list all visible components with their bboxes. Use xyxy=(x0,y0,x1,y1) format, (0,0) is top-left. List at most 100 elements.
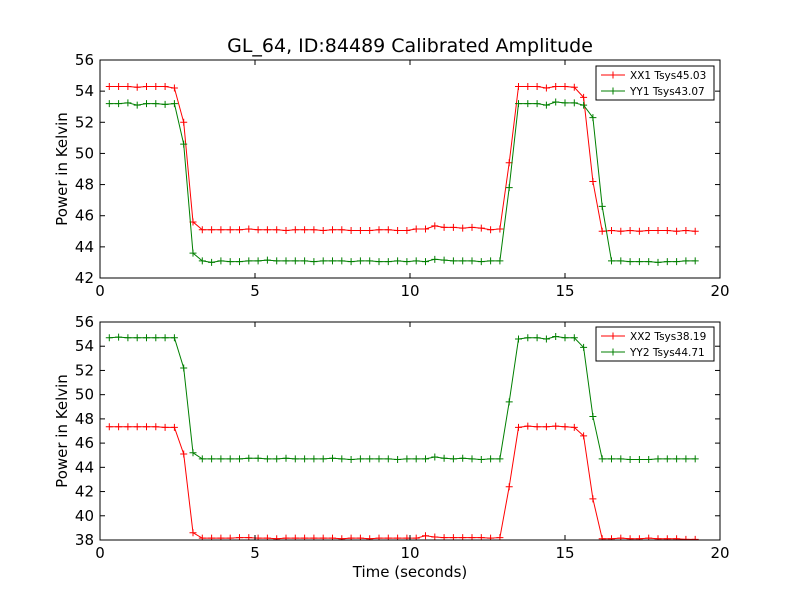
data-point xyxy=(152,82,160,90)
legend: XX1 Tsys45.03 YY1 Tsys43.07 xyxy=(595,65,715,101)
data-point xyxy=(440,223,448,231)
data-point xyxy=(143,100,150,108)
data-point xyxy=(282,227,290,235)
data-point xyxy=(254,257,262,265)
data-point xyxy=(115,333,123,341)
data-point xyxy=(515,423,522,431)
data-point xyxy=(431,255,439,263)
data-point xyxy=(561,423,569,431)
data-point xyxy=(319,534,327,540)
data-point xyxy=(468,223,476,231)
data-point xyxy=(626,227,634,235)
data-point xyxy=(208,455,216,463)
data-point xyxy=(673,535,681,540)
data-point xyxy=(115,100,123,108)
data-point xyxy=(663,535,671,540)
data-point xyxy=(598,535,606,540)
data-point xyxy=(477,258,485,266)
data-point xyxy=(236,226,243,234)
data-point xyxy=(170,100,178,108)
data-point xyxy=(608,257,615,265)
data-point xyxy=(273,226,281,234)
data-point xyxy=(552,98,560,106)
data-point xyxy=(645,258,653,266)
data-point xyxy=(263,455,271,463)
data-point xyxy=(505,184,513,192)
data-point xyxy=(598,227,606,235)
data-point xyxy=(143,423,150,431)
data-point xyxy=(394,534,402,540)
legend: XX2 Tsys38.19 YY2 Tsys44.71 xyxy=(595,326,715,362)
data-point xyxy=(654,535,662,540)
x-axis-label: Time (seconds) xyxy=(352,563,468,581)
data-point xyxy=(124,423,132,431)
data-point xyxy=(673,258,681,266)
data-point xyxy=(366,455,374,463)
data-point xyxy=(449,223,457,231)
data-point xyxy=(459,257,467,265)
x-tick-label: 20 xyxy=(710,544,729,562)
data-point xyxy=(124,82,132,90)
data-point xyxy=(598,202,606,210)
data-point xyxy=(301,534,309,540)
data-point xyxy=(598,455,606,463)
data-point xyxy=(105,82,113,90)
data-point xyxy=(487,226,495,234)
data-point xyxy=(263,226,271,234)
data-point xyxy=(208,226,216,234)
data-point xyxy=(329,534,336,540)
data-point xyxy=(608,227,615,235)
data-point xyxy=(561,82,569,90)
data-point xyxy=(133,83,141,91)
data-point xyxy=(552,82,560,90)
data-point xyxy=(347,227,355,235)
data-point xyxy=(496,225,504,233)
y-tick-label: 48 xyxy=(75,176,94,194)
series-group xyxy=(105,333,699,540)
data-point xyxy=(133,334,141,342)
data-point xyxy=(347,534,355,540)
data-point xyxy=(691,535,699,540)
data-point xyxy=(170,84,178,92)
data-point xyxy=(431,533,439,540)
data-point xyxy=(310,258,318,266)
data-point xyxy=(189,529,197,537)
data-point xyxy=(663,455,671,463)
data-point xyxy=(477,224,485,232)
data-point xyxy=(161,423,169,431)
data-point xyxy=(496,257,504,265)
data-point xyxy=(208,258,216,266)
data-point xyxy=(329,454,336,462)
data-point xyxy=(691,257,699,265)
series-line-2 xyxy=(109,101,696,263)
data-point xyxy=(170,423,178,431)
data-point xyxy=(356,534,364,540)
data-point xyxy=(422,258,429,266)
data-point xyxy=(180,450,188,458)
data-point xyxy=(366,227,374,235)
data-point xyxy=(626,535,634,540)
data-point xyxy=(570,423,578,431)
data-point xyxy=(105,334,113,342)
data-point xyxy=(226,258,234,266)
y-tick-label: 44 xyxy=(75,458,94,476)
data-point xyxy=(654,227,662,235)
y-tick-label: 56 xyxy=(75,313,94,331)
series-line-1 xyxy=(109,85,696,232)
y-tick-label: 56 xyxy=(75,51,94,69)
y-tick-label: 50 xyxy=(75,386,94,404)
data-point xyxy=(533,423,541,431)
data-point xyxy=(570,83,578,91)
data-point xyxy=(608,455,615,463)
y-axis-label: Power in Kelvin xyxy=(53,374,71,488)
data-point xyxy=(124,99,132,107)
data-point xyxy=(468,257,476,265)
data-point xyxy=(236,258,243,266)
data-point xyxy=(319,455,327,463)
data-point xyxy=(524,422,532,430)
data-point xyxy=(273,535,281,540)
data-point xyxy=(654,455,662,463)
data-point xyxy=(180,118,188,126)
x-tick-label: 15 xyxy=(555,544,574,562)
x-tick-label: 5 xyxy=(250,282,260,300)
